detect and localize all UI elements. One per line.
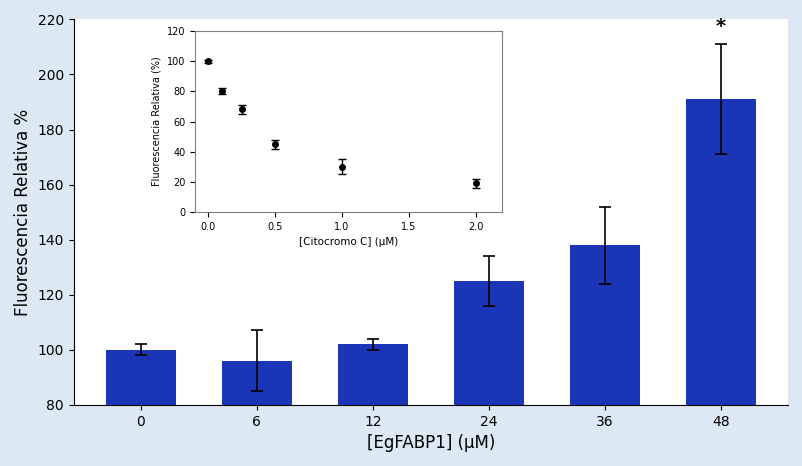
Bar	[686, 99, 755, 466]
Y-axis label: Fluorescencia Relativa %: Fluorescencia Relativa %	[14, 109, 32, 315]
X-axis label: [EgFABP1] (μM): [EgFABP1] (μM)	[367, 434, 495, 452]
Bar	[454, 281, 524, 466]
Bar	[570, 245, 640, 466]
Bar	[338, 344, 407, 466]
Text: *: *	[715, 17, 726, 36]
Bar	[222, 361, 292, 466]
Bar	[106, 350, 176, 466]
